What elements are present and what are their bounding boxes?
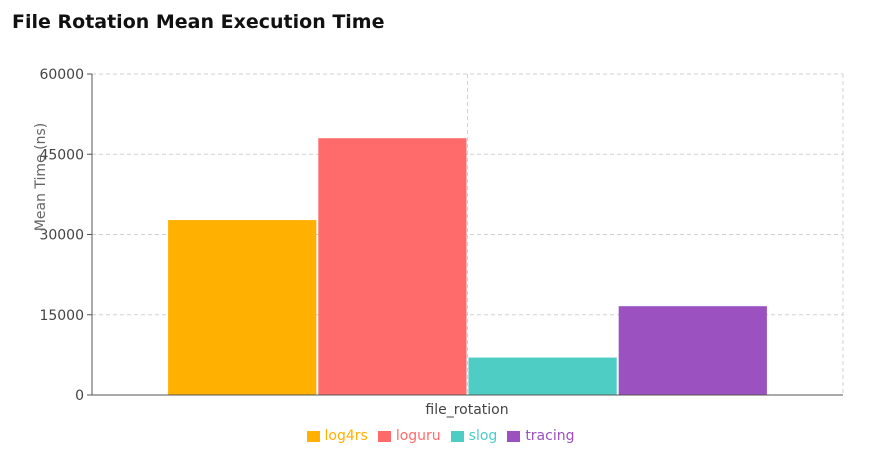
chart-legend: log4rs loguru slog tracing (0, 428, 881, 444)
legend-item-loguru[interactable]: loguru (377, 428, 441, 444)
legend-label: slog (468, 428, 498, 444)
bar-tracing[interactable] (618, 306, 767, 395)
y-tick-label: 30000 (39, 228, 84, 244)
legend-label: log4rs (324, 428, 368, 444)
y-tick-label: 0 (75, 388, 84, 404)
bar-loguru[interactable] (318, 138, 467, 395)
y-tick-label: 15000 (39, 308, 84, 324)
bar-slog[interactable] (468, 357, 617, 395)
chart-title: File Rotation Mean Execution Time (12, 11, 385, 33)
y-tick-label: 45000 (39, 147, 84, 163)
y-tick-label: 60000 (39, 67, 84, 83)
legend-item-tracing[interactable]: tracing (507, 428, 574, 444)
axes: 0 15000 30000 45000 60000 (39, 67, 843, 404)
y-axis-title: Mean Time (ns) (33, 123, 49, 231)
x-axis-title: file_rotation (425, 402, 508, 418)
legend-swatch (450, 430, 464, 442)
legend-item-slog[interactable]: slog (450, 428, 498, 444)
bars (168, 138, 767, 395)
legend-item-log4rs[interactable]: log4rs (306, 428, 368, 444)
legend-swatch (306, 430, 320, 442)
legend-label: loguru (395, 428, 441, 444)
legend-swatch (377, 430, 391, 442)
legend-swatch (507, 430, 521, 442)
bar-log4rs[interactable] (168, 220, 317, 395)
legend-label: tracing (525, 428, 575, 444)
